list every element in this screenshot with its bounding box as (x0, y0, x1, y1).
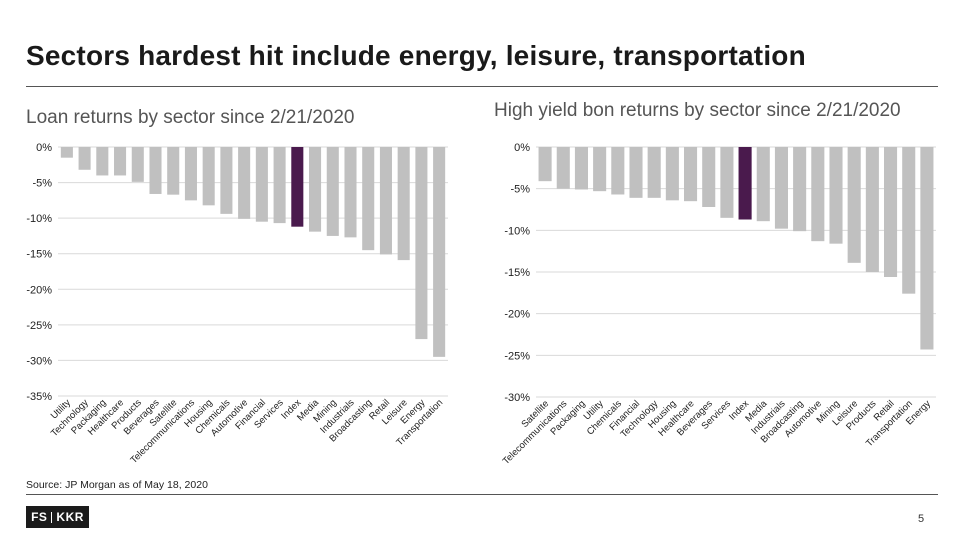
loan-bar-industrials (344, 147, 357, 238)
loan-ytick-label: -5% (32, 178, 52, 190)
logo-separator (51, 511, 53, 523)
loan-ytick-label: 0% (36, 142, 52, 154)
hy-bar-chemicals (611, 147, 625, 195)
company-logo: FS KKR (26, 506, 89, 528)
hy-bar-financial (629, 147, 643, 198)
hy-bar-telecommunications (556, 147, 570, 189)
loan-bar-transportation (433, 147, 446, 357)
loan-bar-chemicals (220, 147, 233, 214)
logo-right-text: KKR (56, 510, 84, 524)
loan-ytick-label: -30% (26, 355, 52, 367)
hy-bar-broadcasting (793, 147, 807, 232)
slide-title: Sectors hardest hit include energy, leis… (26, 40, 806, 71)
loan-bar-telecommunications (184, 147, 197, 201)
loan-bar-utility (60, 147, 73, 158)
hy-bar-automotive (811, 147, 825, 242)
loan-bar-index (291, 147, 304, 227)
loan-ytick-label: -15% (26, 249, 52, 261)
hy-bar-transportation (902, 147, 916, 294)
loan-chart-title: Loan returns by sector since 2/21/2020 (26, 107, 355, 128)
loan-bar-healthcare (114, 147, 127, 176)
hy-bar-technology (647, 147, 661, 198)
hy-ytick-label: -25% (504, 350, 530, 362)
loan-bar-financial (255, 147, 268, 222)
logo-left-text: FS (31, 510, 48, 524)
hy-bar-services (720, 147, 734, 218)
page-number: 5 (918, 513, 925, 525)
loan-bar-satellite (167, 147, 180, 195)
hy-ytick-label: -15% (504, 267, 530, 279)
loan-bar-products (131, 147, 144, 182)
hy-bar-housing (665, 147, 679, 201)
hy-bar-beverages (702, 147, 716, 207)
hy-chart-title: High yield bon returns by sector since 2… (494, 100, 901, 121)
loan-ytick-label: -25% (26, 320, 52, 332)
loan-bar-packaging (96, 147, 109, 176)
hy-ytick-label: -10% (504, 225, 530, 237)
source-note: Source: JP Morgan as of May 18, 2020 (26, 479, 208, 491)
loan-bar-broadcasting (362, 147, 375, 251)
loan-bar-housing (202, 147, 215, 206)
hy-bar-energy (920, 147, 934, 350)
hy-ytick-label: -20% (504, 309, 530, 321)
loan-bar-media (309, 147, 322, 232)
hy-bar-leisure (847, 147, 861, 263)
hy-bar-index (738, 147, 752, 220)
hy-ytick-label: -30% (504, 392, 530, 404)
loan-bar-leisure (397, 147, 410, 261)
hy-bar-utility (593, 147, 607, 192)
loan-bar-automotive (238, 147, 251, 219)
loan-bar-technology (78, 147, 91, 170)
hy-ytick-label: 0% (514, 142, 530, 154)
loan-bar-services (273, 147, 286, 224)
hy-bar-healthcare (684, 147, 698, 202)
hy-ytick-label: -5% (510, 184, 530, 196)
hy-bar-retail (884, 147, 898, 277)
hy-bar-industrials (774, 147, 788, 229)
bottom-divider (26, 494, 938, 495)
loan-bar-mining (326, 147, 339, 236)
loan-bar-beverages (149, 147, 162, 194)
hy-bar-products (865, 147, 879, 272)
loan-bar-energy (415, 147, 428, 340)
loan-ytick-label: -20% (26, 284, 52, 296)
hy-bar-satellite (538, 147, 552, 182)
top-divider (26, 86, 938, 87)
loan-ytick-label: -35% (26, 391, 52, 403)
hy-bar-media (756, 147, 770, 222)
loan-bar-retail (379, 147, 392, 255)
loan-ytick-label: -10% (26, 213, 52, 225)
hy-bar-packaging (574, 147, 588, 190)
hy-bar-mining (829, 147, 843, 244)
